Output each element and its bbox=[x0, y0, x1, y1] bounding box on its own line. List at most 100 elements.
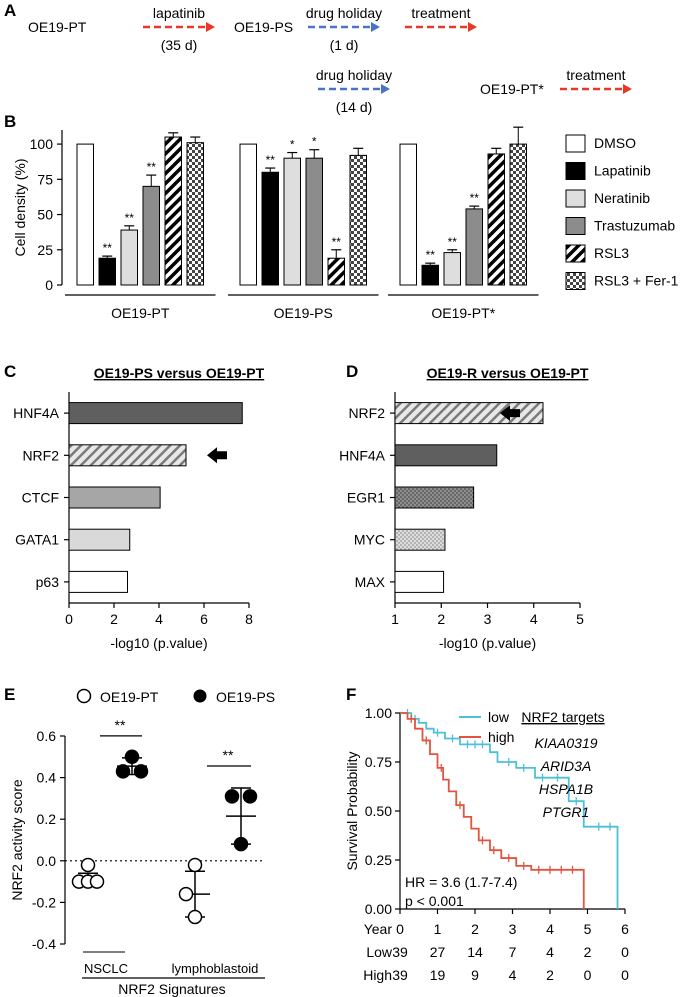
y-axis-label: Survival Probability bbox=[344, 751, 360, 870]
legend-marker-filled bbox=[193, 689, 207, 703]
y-tick-label: 0.50 bbox=[365, 803, 392, 819]
y-tick-label: 0.4 bbox=[37, 770, 57, 786]
legend-swatch bbox=[565, 272, 586, 290]
category-label: EGR1 bbox=[347, 490, 385, 506]
risk-table-value: 19 bbox=[430, 967, 446, 983]
bar bbox=[394, 444, 498, 467]
bar bbox=[68, 402, 243, 425]
risk-table-value: 2 bbox=[546, 967, 554, 983]
bar bbox=[68, 528, 131, 551]
risk-table-value: 2 bbox=[584, 944, 592, 960]
legend-label: DMSO bbox=[594, 135, 636, 151]
group-label: OE19-PT bbox=[111, 305, 170, 321]
risk-table-value: 7 bbox=[509, 944, 517, 960]
bar bbox=[142, 185, 160, 286]
data-point-filled bbox=[124, 749, 140, 765]
schematic-arrow-sublabel: (1 d) bbox=[330, 37, 359, 53]
x-tick-label: 5 bbox=[576, 611, 584, 627]
x-axis-label: NRF2 Signatures bbox=[118, 981, 225, 997]
bar bbox=[394, 570, 445, 593]
x-tick-label: 0 bbox=[65, 611, 73, 627]
bar bbox=[68, 486, 161, 509]
arrow-icon bbox=[500, 405, 520, 422]
group-label: NSCLC bbox=[84, 961, 128, 976]
y-tick-label: 0.2 bbox=[37, 811, 57, 827]
y-tick-label: 100 bbox=[30, 136, 54, 152]
risk-table-year: 3 bbox=[509, 921, 517, 937]
x-tick-label: 2 bbox=[437, 611, 445, 627]
bar bbox=[421, 264, 439, 286]
panel-e-scatter-plot: OE19-PT OE19-PS -0.4 -0.2 0.0 0.2 0.4 0.6 NRF2 a… bbox=[9, 688, 275, 997]
data-point-open bbox=[187, 909, 203, 925]
bar bbox=[509, 143, 527, 286]
significance-label: ** bbox=[332, 235, 342, 249]
schematic-arrow-sublabel: (14 d) bbox=[336, 99, 373, 115]
data-point-open bbox=[187, 857, 203, 873]
legend-label: low bbox=[488, 709, 510, 725]
data-point-filled bbox=[115, 764, 131, 779]
risk-table-value: 39 bbox=[392, 967, 408, 983]
bar bbox=[239, 143, 257, 286]
p-value: p < 0.001 bbox=[405, 893, 464, 909]
x-tick-label: 4 bbox=[530, 611, 538, 627]
category-label: GATA1 bbox=[15, 532, 59, 548]
y-axis-label: NRF2 activity score bbox=[9, 779, 25, 901]
x-tick-label: 8 bbox=[245, 611, 253, 627]
target-gene: PTGR1 bbox=[543, 804, 590, 820]
bar bbox=[443, 252, 461, 286]
survival-curve bbox=[400, 712, 585, 909]
x-axis-label: -log10 (p.value) bbox=[439, 635, 536, 651]
category-label: HNF4A bbox=[339, 447, 386, 463]
panel-label-f: F bbox=[346, 685, 356, 704]
legend-swatch bbox=[565, 134, 586, 153]
bar bbox=[487, 153, 505, 286]
schematic-arrow-label: treatment bbox=[411, 5, 470, 21]
hazard-ratio: HR = 3.6 (1.7-7.4) bbox=[405, 874, 517, 890]
schematic-arrow-label: treatment bbox=[566, 67, 625, 83]
legend-label: Lapatinib bbox=[594, 163, 651, 179]
bar bbox=[68, 570, 128, 593]
panel-label-b: B bbox=[4, 112, 16, 131]
legend-swatch bbox=[565, 244, 586, 263]
bar bbox=[76, 143, 94, 286]
panel-a-schematic: OE19-PT lapatinib (35 d) OE19-PS drug holida… bbox=[28, 5, 632, 115]
bar bbox=[68, 444, 187, 467]
y-tick-label: 0.6 bbox=[37, 728, 57, 744]
x-tick-label: 6 bbox=[200, 611, 208, 627]
y-tick-label: 1.00 bbox=[365, 705, 392, 721]
schematic-arrow-head bbox=[468, 22, 477, 32]
bar bbox=[399, 143, 417, 286]
y-tick-label: 0.75 bbox=[365, 754, 392, 770]
significance-label: ** bbox=[223, 747, 234, 763]
legend-marker-open bbox=[76, 688, 92, 704]
legend-label: high bbox=[488, 729, 514, 745]
group-label: OE19-PS bbox=[274, 305, 333, 321]
bar bbox=[327, 257, 345, 286]
risk-table-value: 4 bbox=[509, 967, 517, 983]
risk-table-value: 0 bbox=[584, 967, 592, 983]
data-point-open bbox=[80, 857, 96, 873]
risk-table-value: 9 bbox=[471, 967, 479, 983]
risk-table-value: 0 bbox=[621, 944, 629, 960]
data-point-filled bbox=[133, 764, 149, 779]
legend-swatch bbox=[565, 162, 586, 180]
risk-table-year: 5 bbox=[584, 921, 592, 937]
bar bbox=[186, 142, 204, 286]
schematic-arrow-head bbox=[371, 22, 380, 32]
panel-label-c: C bbox=[4, 362, 16, 381]
panel-label-e: E bbox=[4, 685, 15, 704]
x-tick-label: 4 bbox=[155, 611, 163, 627]
schematic-arrow-head bbox=[623, 84, 632, 94]
legend-label: Trastuzumab bbox=[594, 218, 675, 234]
chart-title: OE19-PS versus OE19-PT bbox=[94, 365, 265, 381]
legend-label: Neratinib bbox=[594, 190, 650, 206]
risk-table-year: 1 bbox=[434, 921, 442, 937]
y-tick-label: -0.4 bbox=[32, 936, 56, 952]
significance-label: ** bbox=[103, 241, 113, 255]
significance-label: * bbox=[290, 138, 295, 152]
risk-table-year: 4 bbox=[546, 921, 554, 937]
panel-c-bar-chart: OE19-PS versus OE19-PT 0 2 4 6 8 -log10 (p.val… bbox=[13, 365, 265, 651]
category-label: MYC bbox=[354, 532, 385, 548]
